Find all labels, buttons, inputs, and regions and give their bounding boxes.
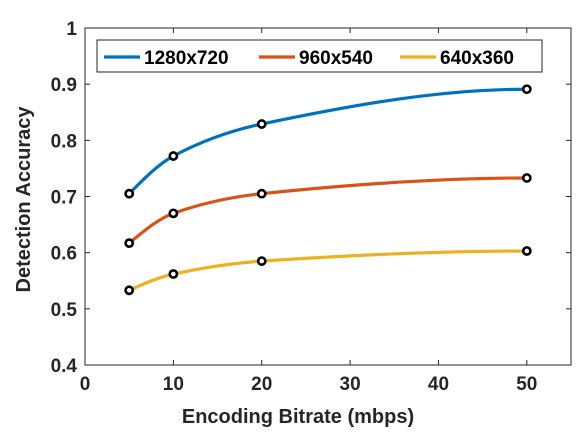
data-point bbox=[521, 84, 532, 95]
data-point bbox=[168, 151, 179, 161]
legend-box bbox=[96, 39, 543, 73]
x-axis-label: Encoding Bitrate (mbps) bbox=[182, 406, 414, 428]
y-tick-label: 0.6 bbox=[51, 244, 77, 265]
y-tick-label: 1 bbox=[66, 19, 77, 40]
y-tick-label: 0.7 bbox=[51, 188, 77, 209]
legend-label: 640x360 bbox=[440, 48, 514, 69]
x-tick-label: 40 bbox=[428, 374, 449, 395]
legend: 1280x720 960x540 640x360 bbox=[96, 39, 543, 73]
data-point bbox=[521, 173, 532, 183]
data-point bbox=[124, 238, 135, 249]
legend-label: 960x540 bbox=[299, 48, 373, 69]
data-point bbox=[256, 119, 267, 129]
x-tick-label: 10 bbox=[163, 374, 184, 395]
data-point bbox=[124, 285, 135, 296]
y-tick-label: 0.9 bbox=[51, 75, 77, 96]
y-tick-label: 0.5 bbox=[51, 300, 78, 321]
x-tick-label: 30 bbox=[340, 374, 361, 395]
x-tick-label: 20 bbox=[251, 374, 272, 395]
legend-label: 1280x720 bbox=[144, 48, 229, 69]
series-layer bbox=[124, 84, 532, 296]
data-point bbox=[256, 188, 267, 199]
data-point bbox=[124, 188, 135, 199]
axes-layer: 0 10 20 30 40 50 0.4 0.5 0.6 0.7 0.8 0.9 1 bbox=[51, 19, 572, 395]
data-point bbox=[521, 246, 532, 256]
x-tick-label: 0 bbox=[80, 374, 91, 395]
data-point bbox=[168, 208, 179, 219]
y-tick-label: 0.4 bbox=[51, 356, 78, 377]
y-tick-label: 0.8 bbox=[51, 131, 77, 152]
data-point bbox=[256, 256, 267, 266]
y-axis-label: Detection Accuracy bbox=[13, 106, 35, 293]
x-tick-label: 50 bbox=[516, 374, 537, 395]
data-point bbox=[168, 269, 179, 279]
